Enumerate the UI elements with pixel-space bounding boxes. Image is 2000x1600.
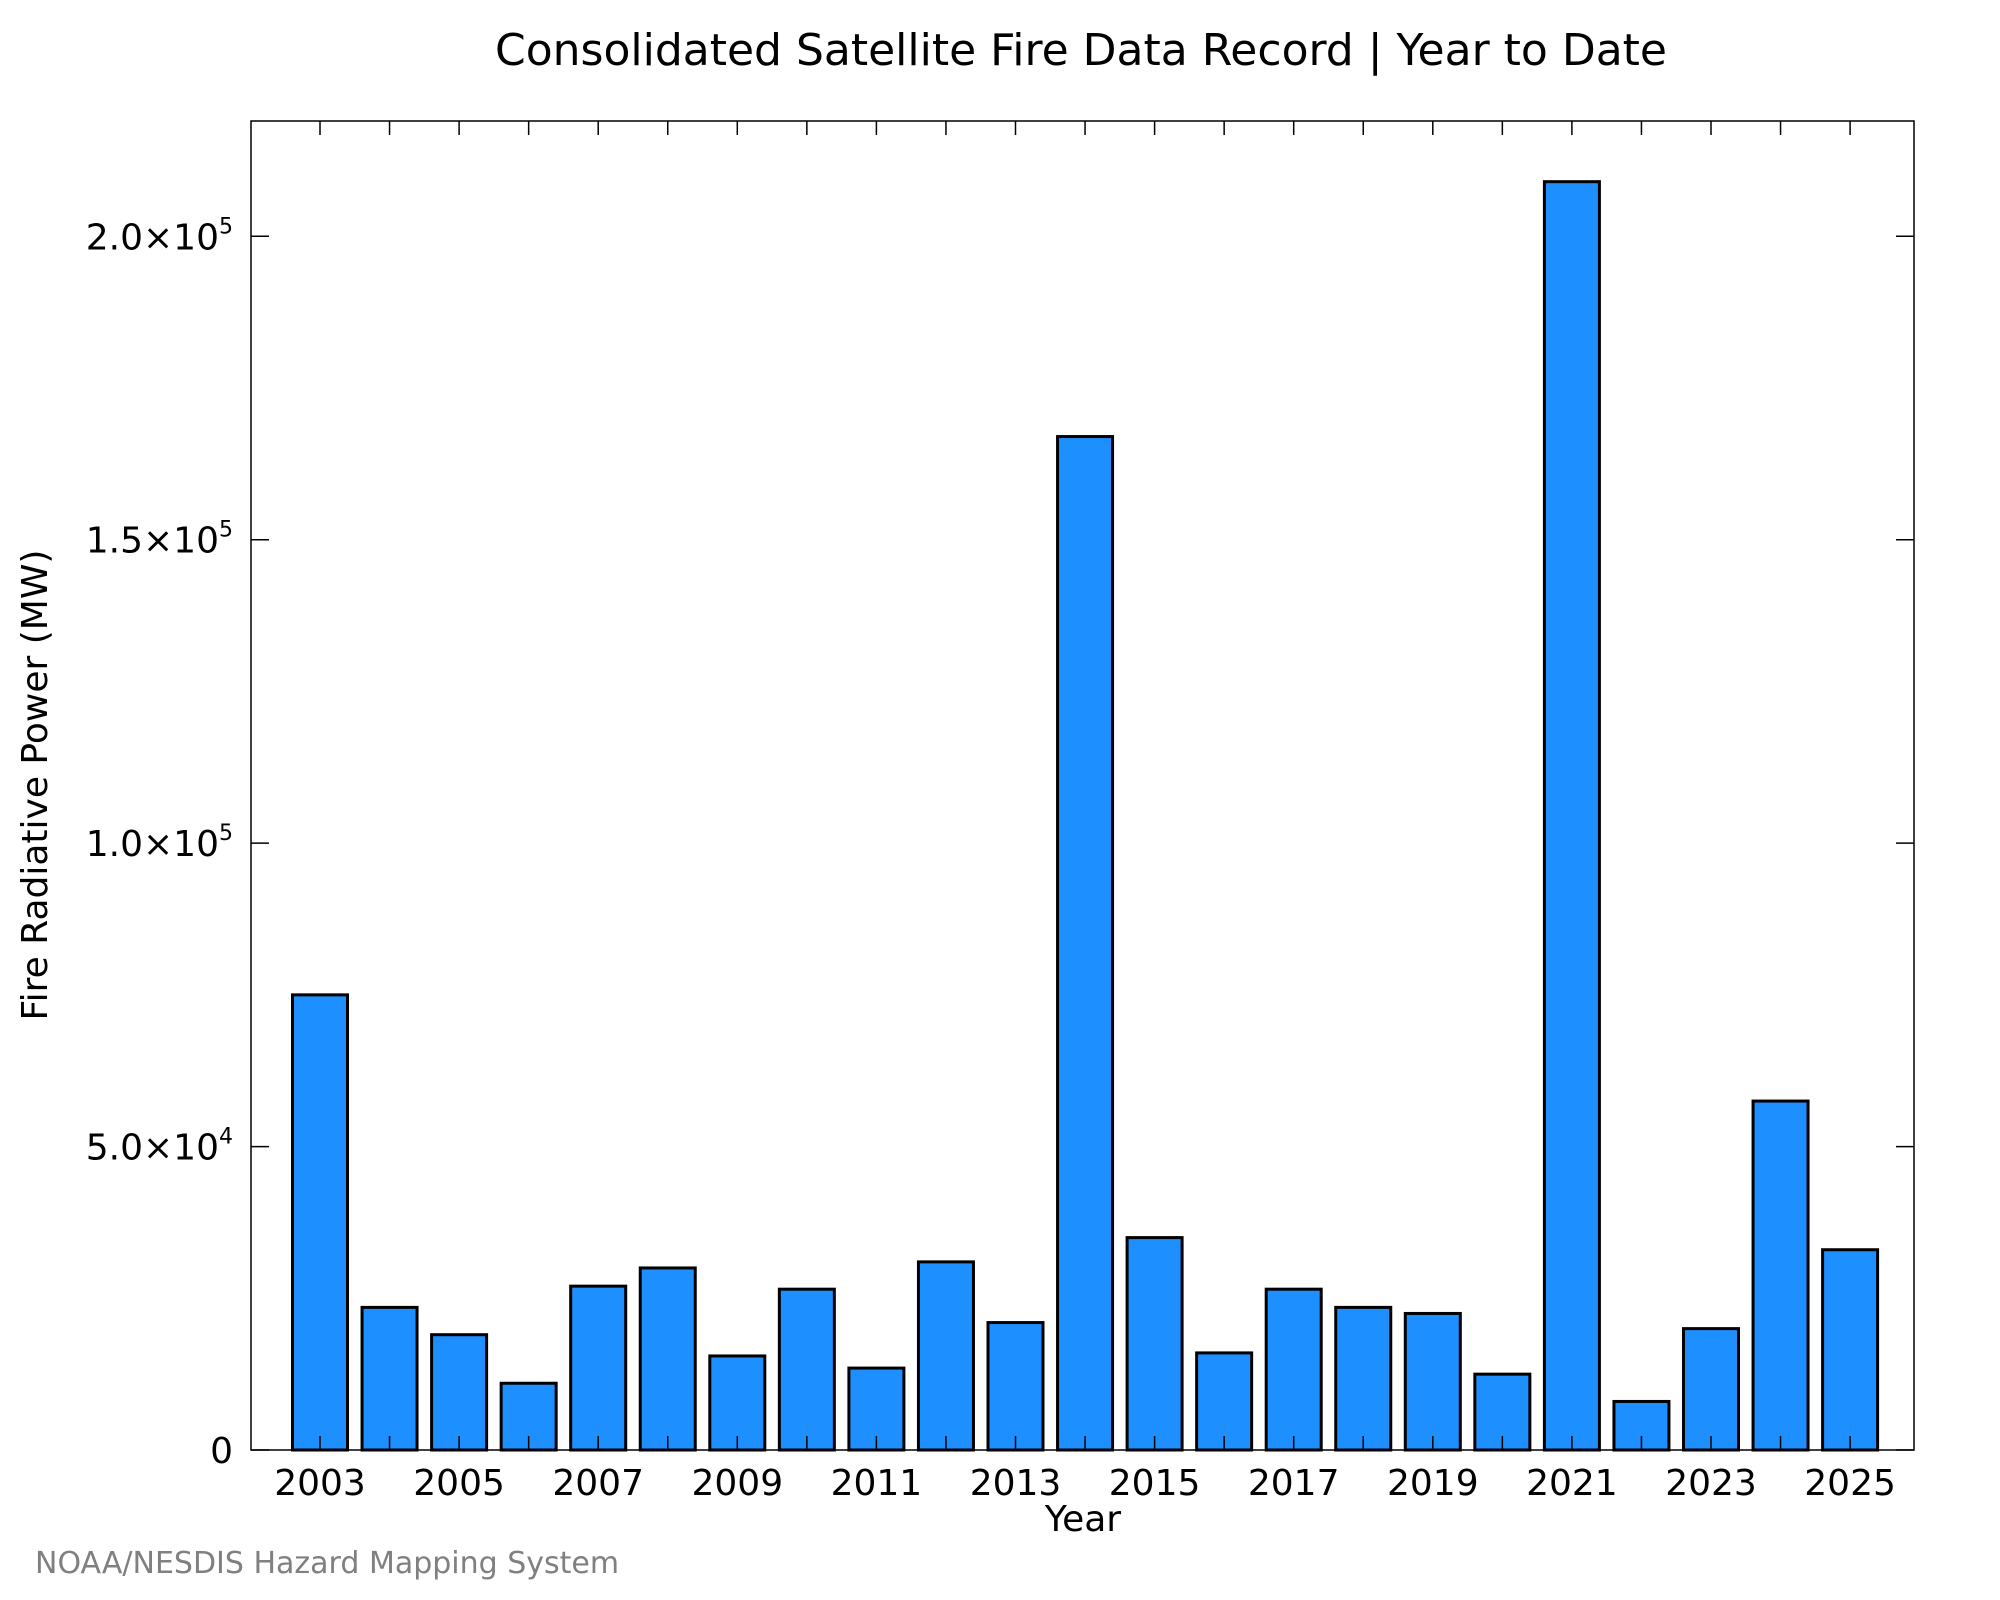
source-credit: NOAA/NESDIS Hazard Mapping System [35,1546,619,1581]
x-tick-label: 2015 [1109,1463,1201,1504]
plot-area: 2003 2005 2007 2009 2011 2013 2015 2017 2019 2021… [86,121,1914,1504]
bar-2019 [1403,1311,1462,1452]
x-axis-label: Year [1044,1499,1121,1540]
x-tick-label: 2019 [1387,1463,1479,1504]
y-tick-label: 2.0×105 [86,214,233,258]
x-tick-label: 2011 [831,1463,923,1504]
x-tick-label: 2025 [1804,1463,1896,1504]
bar-2017 [1264,1287,1323,1452]
bar-2023 [1682,1327,1740,1452]
bar-2005 [430,1333,489,1452]
bar-2009 [708,1354,767,1452]
bar-2003 [291,993,349,1452]
x-tick-label: 2009 [691,1463,783,1504]
chart-title: Consolidated Satellite Fire Data Record … [495,25,1667,76]
plot-frame [250,120,1915,1451]
y-tick-label: 5.0×104 [86,1125,233,1169]
x-tick-label: 2007 [552,1463,644,1504]
bar-2025 [1821,1248,1880,1452]
bar-2010 [777,1287,836,1452]
x-tick-label: 2005 [413,1463,505,1504]
y-tick-label: 0 [210,1431,233,1472]
bar-2024 [1751,1099,1810,1452]
bar-2008 [638,1266,697,1452]
x-tick-label: 2021 [1526,1463,1618,1504]
bar-2013 [986,1321,1045,1452]
x-tick-label: 2023 [1665,1463,1757,1504]
y-axis-label: Fire Radiative Power (MW) [15,550,56,1021]
bar-2012 [916,1260,975,1452]
x-tick-label: 2013 [970,1463,1062,1504]
bar-2016 [1195,1351,1254,1452]
bar-2007 [569,1284,628,1452]
bar-2014 [1056,435,1115,1452]
bar-2018 [1334,1305,1393,1452]
y-tick-label: 1.5×105 [86,518,233,562]
x-tick-label: 2003 [274,1463,366,1504]
x-tick-label: 2017 [1248,1463,1340,1504]
y-tick-label: 1.0×105 [86,821,233,865]
bar-2015 [1125,1236,1184,1452]
bar-2004 [360,1305,419,1452]
bar-2021 [1542,180,1601,1452]
